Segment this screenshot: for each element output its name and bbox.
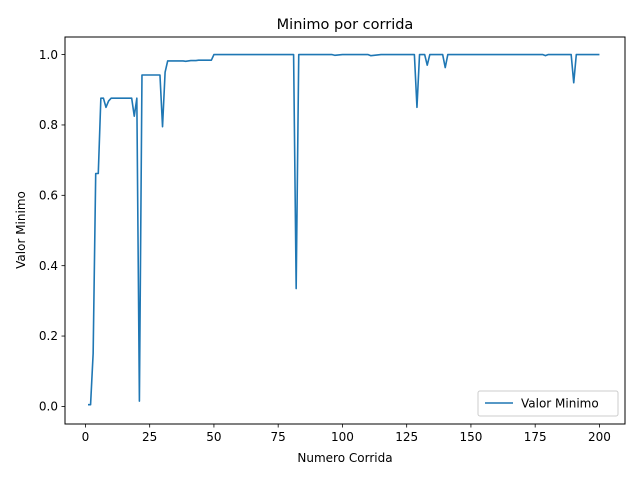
x-tick-label: 175	[524, 430, 547, 444]
y-tick-label: 0.6	[39, 189, 58, 203]
legend-label: Valor Minimo	[521, 397, 599, 411]
series-line-valor-minimo	[88, 53, 600, 406]
chart-title: Minimo por corrida	[277, 17, 414, 33]
y-axis-label: Valor Minimo	[14, 191, 28, 269]
y-tick-label: 0.0	[39, 400, 58, 414]
plot-frame	[64, 36, 626, 425]
y-tick-label: 0.8	[39, 118, 58, 132]
y-tick-label: 0.2	[39, 329, 58, 343]
x-tick-label: 50	[206, 430, 221, 444]
x-tick-label: 75	[271, 430, 286, 444]
x-tick-label: 0	[82, 430, 90, 444]
x-axis-label: Numero Corrida	[297, 451, 392, 465]
plot-area	[88, 53, 600, 406]
y-tick-label: 0.4	[39, 259, 58, 273]
x-axis-ticks: 0 25 50 75 100 125 150 175 200	[82, 424, 611, 444]
x-tick-label: 200	[588, 430, 611, 444]
legend-box	[477, 390, 619, 417]
x-tick-label: 150	[459, 430, 482, 444]
x-tick-label: 25	[142, 430, 157, 444]
x-tick-label: 100	[331, 430, 354, 444]
y-tick-label: 1.0	[39, 48, 58, 62]
y-axis-ticks: 0.0 0.2 0.4 0.6 0.8 1.0	[39, 48, 65, 414]
legend: Valor Minimo	[477, 390, 619, 417]
x-tick-label: 125	[395, 430, 418, 444]
